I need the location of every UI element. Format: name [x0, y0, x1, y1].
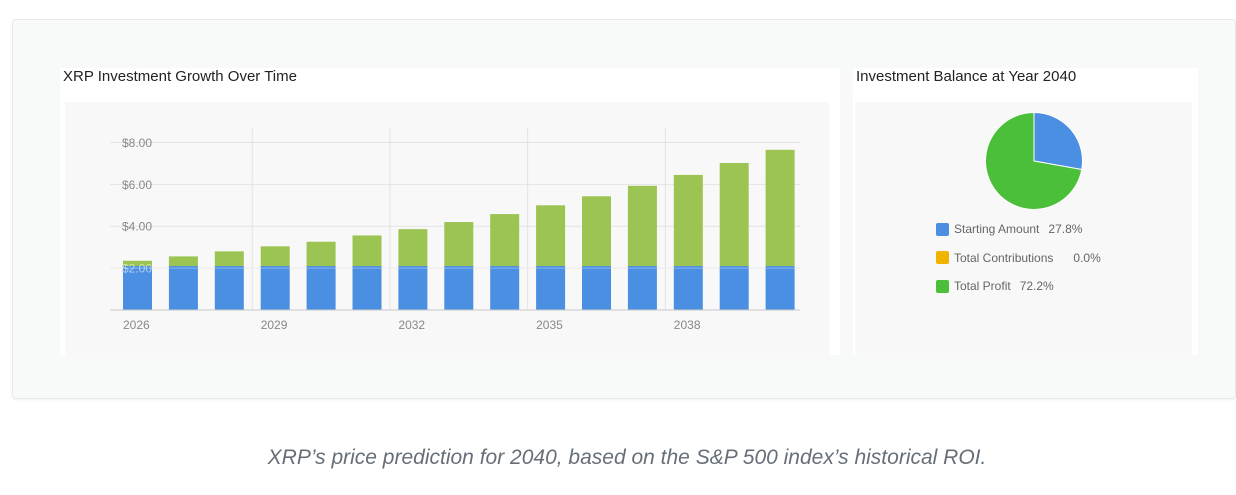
growth-chart-panel: XRP Investment Growth Over Time $2.00 $4.…	[60, 68, 840, 355]
balance-chart-panel: Investment Balance at Year 2040 Starting…	[853, 68, 1198, 355]
y-tick-label: $8.00	[122, 136, 152, 150]
bar-starting-amount	[168, 266, 198, 310]
legend-swatch-starting-amount	[936, 222, 949, 236]
calculator-card: XRP Investment Growth Over Time $2.00 $4.…	[12, 19, 1236, 399]
bar-total-profit	[719, 162, 749, 267]
bar-total-profit	[168, 256, 198, 267]
legend-swatch-total-profit	[936, 279, 949, 293]
bar-total-profit	[582, 196, 611, 267]
pie-slice-starting-amount	[1033, 111, 1083, 171]
pie-legend: Starting Amount 27.8% Total Contribution…	[936, 222, 1101, 308]
bar-total-profit	[490, 214, 520, 267]
bar-total-profit	[352, 235, 382, 267]
legend-swatch-total-contributions	[936, 251, 949, 264]
x-tick-label: 2032	[398, 318, 425, 332]
bar-starting-amount	[123, 266, 152, 310]
balance-chart-title: Investment Balance at Year 2040	[856, 68, 1077, 85]
bar-starting-amount	[444, 266, 474, 310]
legend-item-total-profit[interactable]: Total Profit 72.2%	[936, 279, 1101, 293]
bar-total-profit	[444, 222, 474, 267]
bar-starting-amount	[536, 266, 566, 310]
bar-total-profit	[536, 205, 566, 267]
bar-starting-amount	[582, 266, 611, 310]
x-tick-label: 2029	[261, 318, 288, 332]
bar-starting-amount	[765, 266, 795, 310]
bar-total-profit	[398, 229, 428, 267]
bar-starting-amount	[627, 266, 657, 310]
y-tick-label-overlay: $2.00	[122, 262, 152, 276]
balance-pie-svg	[985, 111, 1083, 210]
bar-starting-amount	[398, 266, 428, 310]
legend-label: Total Profit	[954, 279, 1011, 293]
bar-starting-amount	[260, 266, 290, 310]
legend-item-starting-amount[interactable]: Starting Amount 27.8%	[936, 222, 1101, 236]
bar-total-profit	[765, 149, 795, 267]
pie-slice-total-profit	[985, 111, 1083, 210]
bar-starting-amount	[719, 266, 749, 310]
bar-total-profit	[673, 174, 703, 267]
legend-value: 72.2%	[1019, 279, 1054, 293]
bar-starting-amount	[214, 266, 244, 310]
bar-total-profit	[123, 260, 152, 267]
bar-total-profit	[214, 251, 244, 267]
y-tick-label: $6.00	[122, 178, 152, 192]
legend-value: 27.8%	[1048, 222, 1083, 236]
growth-chart-title: XRP Investment Growth Over Time	[63, 68, 297, 85]
x-tick-label: 2038	[674, 318, 701, 332]
bar-starting-amount	[352, 266, 382, 310]
legend-item-total-contributions[interactable]: Total Contributions 0.0%	[936, 251, 1101, 265]
bar-starting-amount	[673, 266, 703, 310]
bar-total-profit	[627, 185, 657, 267]
figure-caption: XRP’s price prediction for 2040, based o…	[267, 446, 987, 469]
bar-starting-amount	[306, 266, 336, 310]
bar-total-profit	[260, 246, 290, 267]
legend-value: 0.0%	[1073, 250, 1101, 265]
x-tick-label: 2035	[536, 318, 563, 332]
bar-starting-amount	[490, 266, 520, 310]
growth-chart-svg: $2.00$4.00$6.00$8.00$2.00202620292032203…	[110, 128, 800, 332]
legend-label: Total Contributions	[954, 250, 1054, 265]
y-tick-label: $4.00	[122, 220, 152, 234]
bar-total-profit	[306, 241, 336, 267]
x-tick-label: 2026	[123, 318, 150, 332]
legend-label: Starting Amount	[954, 222, 1040, 236]
